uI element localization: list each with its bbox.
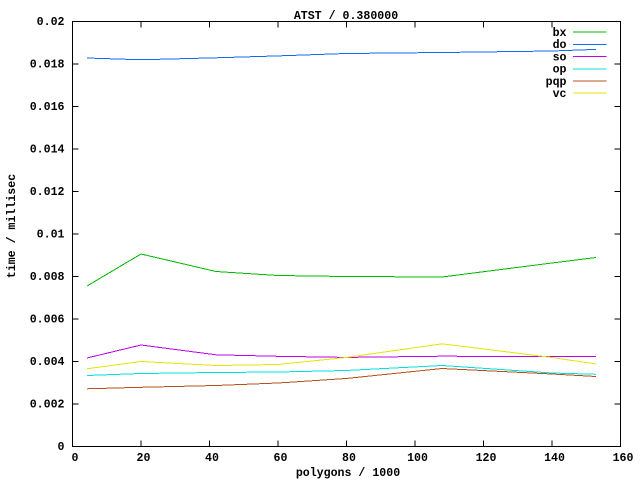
svg-text:ATST / 0.380000: ATST / 0.380000 (294, 10, 398, 23)
svg-text:bx: bx (553, 27, 567, 40)
svg-text:0.01: 0.01 (37, 229, 65, 242)
svg-text:100: 100 (407, 452, 428, 465)
svg-text:0: 0 (72, 452, 79, 465)
svg-text:so: so (553, 51, 567, 64)
svg-text:160: 160 (613, 452, 634, 465)
svg-text:do: do (553, 39, 567, 52)
svg-text:40: 40 (205, 452, 219, 465)
svg-text:0.002: 0.002 (30, 399, 65, 412)
svg-text:0.018: 0.018 (30, 59, 65, 72)
svg-text:0.02: 0.02 (37, 16, 65, 29)
svg-text:pqp: pqp (546, 76, 567, 89)
svg-text:vc: vc (553, 88, 567, 101)
svg-text:polygons / 1000: polygons / 1000 (296, 467, 400, 480)
svg-text:0.016: 0.016 (30, 101, 65, 114)
svg-text:0.014: 0.014 (30, 144, 65, 157)
svg-text:0.012: 0.012 (30, 186, 65, 199)
svg-text:60: 60 (274, 452, 288, 465)
svg-text:80: 80 (342, 452, 356, 465)
svg-text:20: 20 (137, 452, 151, 465)
svg-text:0: 0 (58, 441, 65, 454)
svg-text:op: op (553, 64, 567, 77)
svg-text:time / millisec: time / millisec (6, 174, 19, 278)
svg-text:0.004: 0.004 (30, 356, 65, 369)
svg-text:0.006: 0.006 (30, 314, 65, 327)
svg-text:0.008: 0.008 (30, 271, 65, 284)
svg-text:120: 120 (476, 452, 497, 465)
svg-text:140: 140 (544, 452, 565, 465)
